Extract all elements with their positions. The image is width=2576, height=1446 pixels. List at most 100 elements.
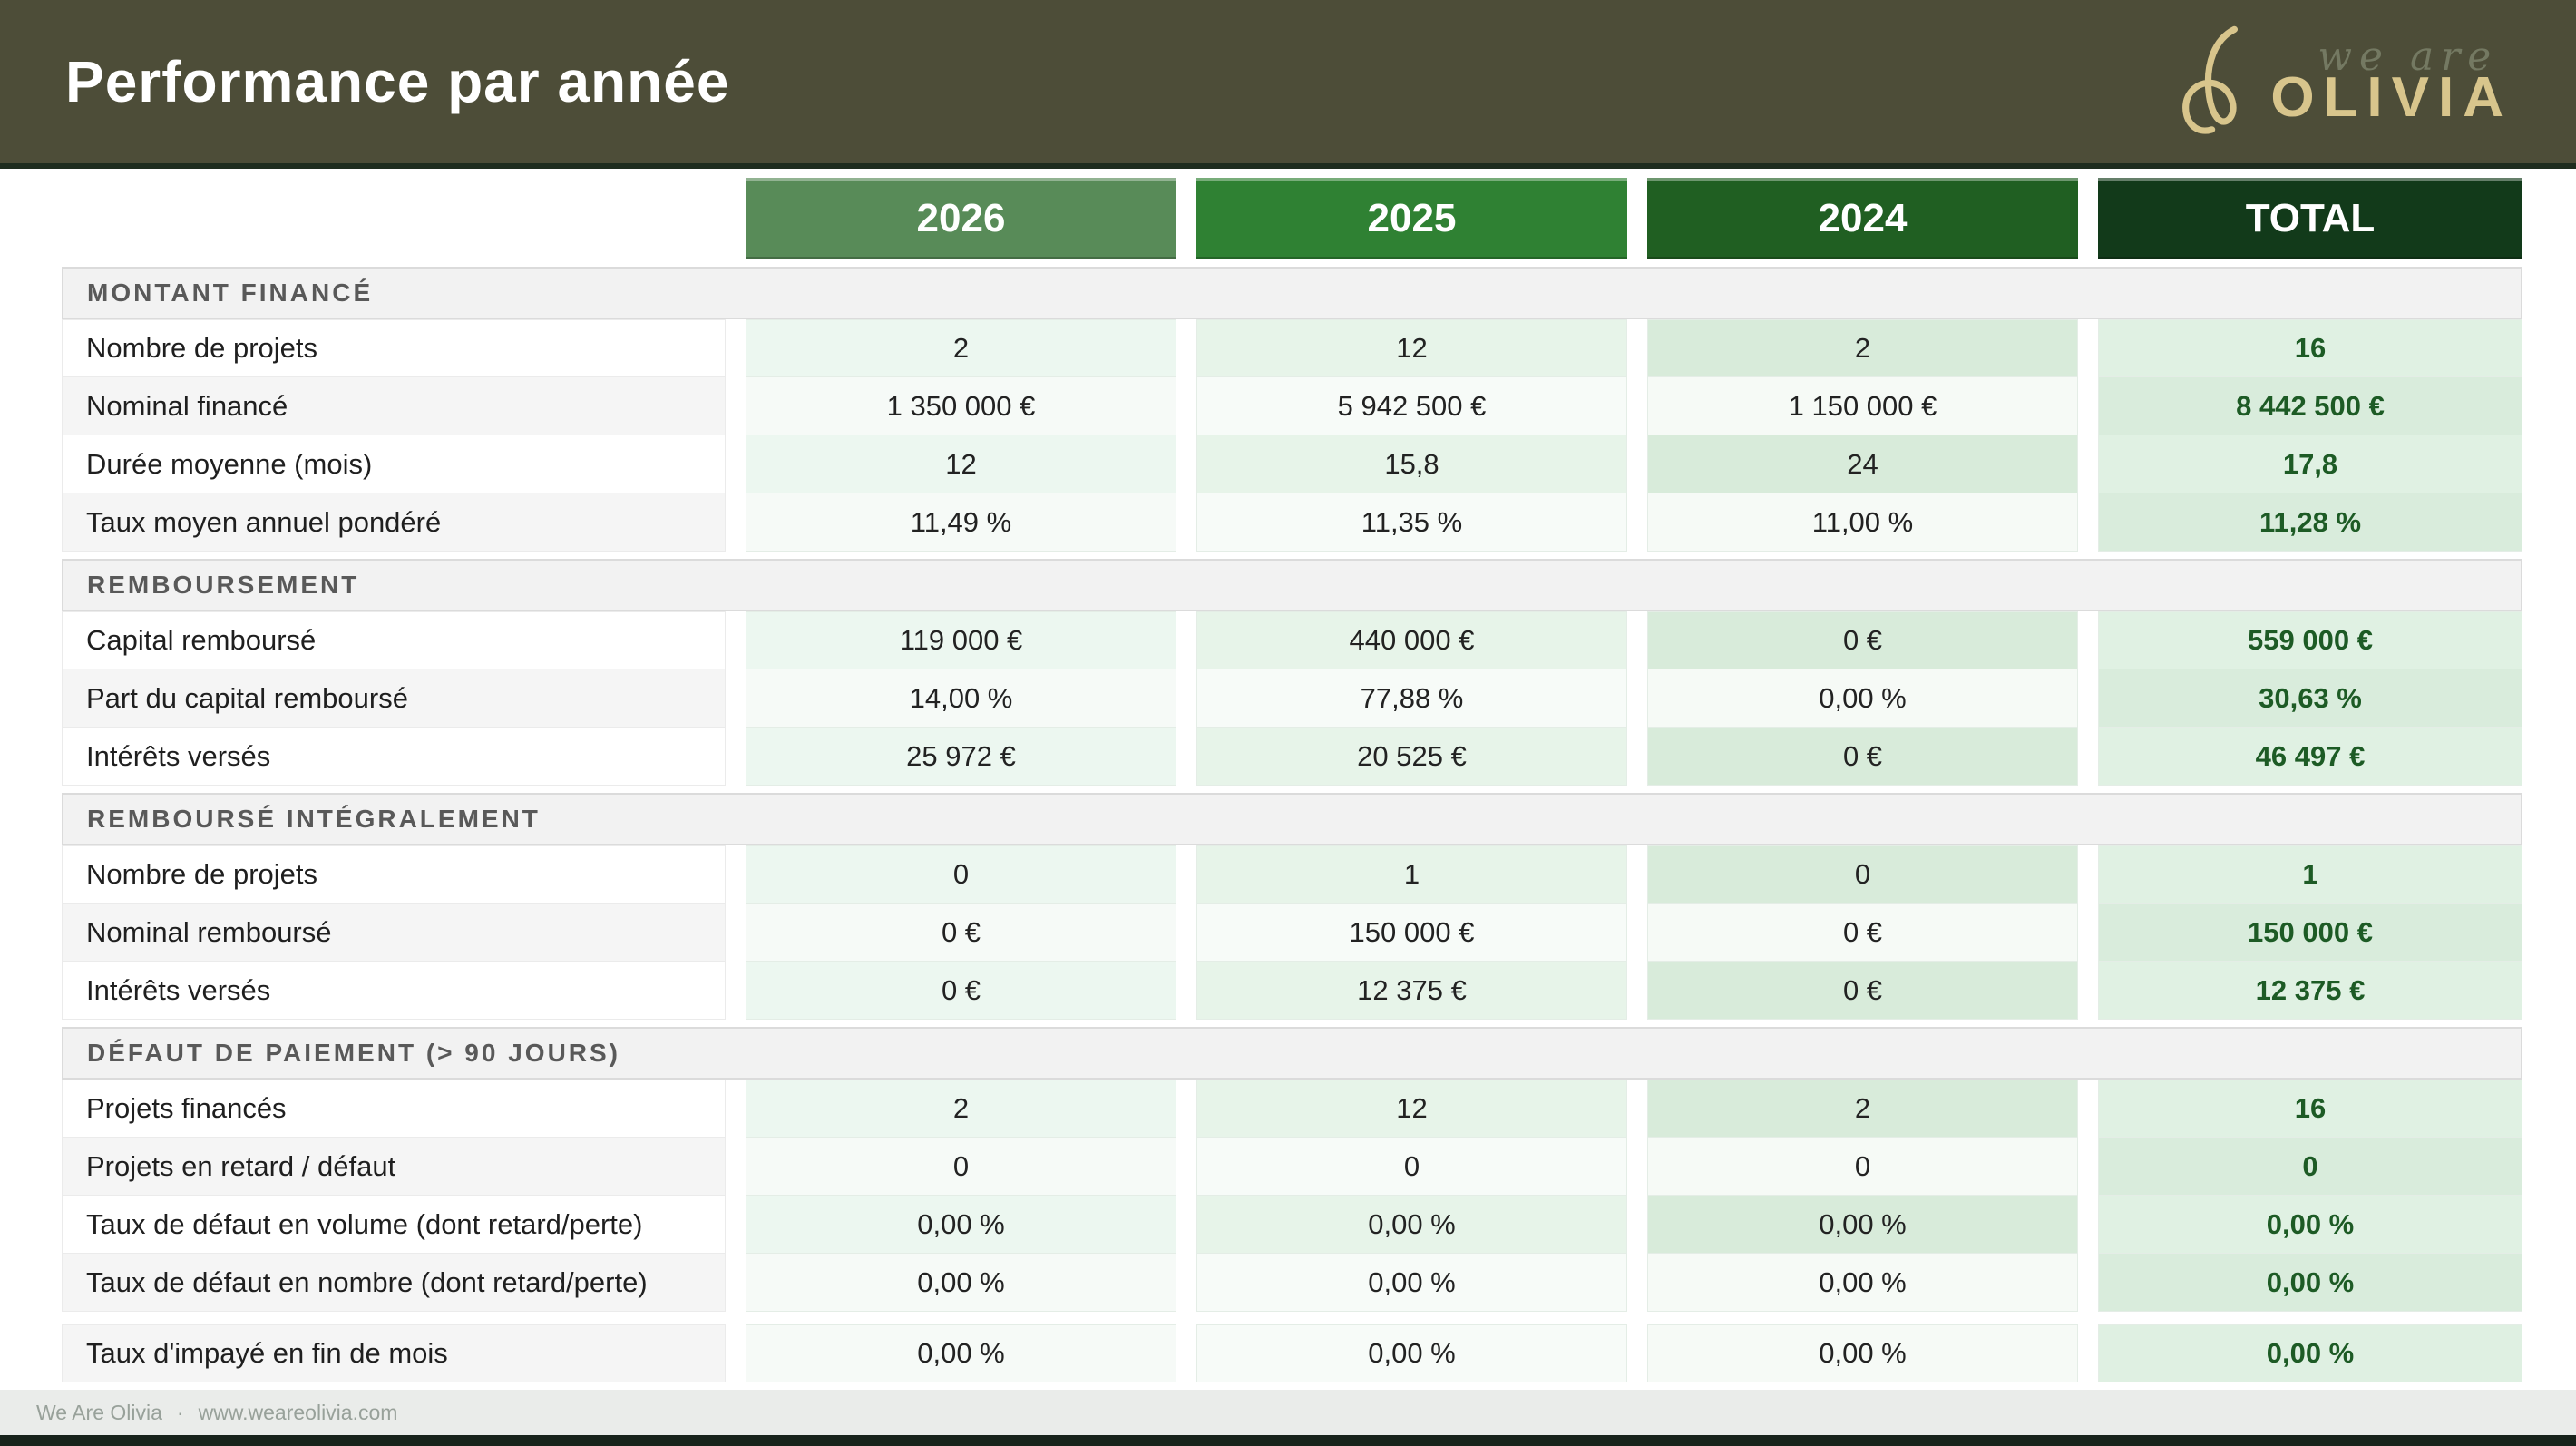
cell-2026: 1 350 000 €	[746, 377, 1176, 435]
table-row: Taux de défaut en nombre (dont retard/pe…	[62, 1254, 2522, 1312]
cell-2025: 5 942 500 €	[1196, 377, 1627, 435]
section-header-rembourse-integralement: REMBOURSÉ INTÉGRALEMENT	[62, 793, 2522, 845]
cell-2025: 150 000 €	[1196, 904, 1627, 962]
footer-separator: ·	[176, 1400, 184, 1424]
table-row: Nominal financé 1 350 000 € 5 942 500 € …	[62, 377, 2522, 435]
cell-2024: 24	[1647, 435, 2078, 493]
brand-logo: we are OLIVIA	[2171, 14, 2513, 150]
banner-divider	[0, 163, 2576, 169]
footer: We Are Olivia · www.weareolivia.com	[0, 1390, 2576, 1435]
table-row: Intérêts versés 25 972 € 20 525 € 0 € 46…	[62, 728, 2522, 786]
row-label: Part du capital remboursé	[62, 669, 726, 728]
table-row: Taux de défaut en volume (dont retard/pe…	[62, 1196, 2522, 1254]
row-label: Durée moyenne (mois)	[62, 435, 726, 493]
cell-total: 0,00 %	[2098, 1196, 2522, 1254]
cell-total: 12 375 €	[2098, 962, 2522, 1020]
footer-brand: We Are Olivia	[36, 1400, 162, 1424]
cell-2026: 0,00 %	[746, 1196, 1176, 1254]
table-row: Projets financés 2 12 2 16	[62, 1080, 2522, 1138]
cell-total: 8 442 500 €	[2098, 377, 2522, 435]
page-title: Performance par année	[65, 49, 730, 114]
cell-2025: 0,00 %	[1196, 1254, 1627, 1312]
cell-2024: 2	[1647, 1080, 2078, 1138]
cell-2026: 0	[746, 845, 1176, 904]
table-row: Projets en retard / défaut 0 0 0 0	[62, 1138, 2522, 1196]
cell-2026: 0 €	[746, 962, 1176, 1020]
column-header-2025: 2025	[1196, 178, 1627, 259]
section-header-defaut-paiement: DÉFAUT DE PAIEMENT (> 90 JOURS)	[62, 1027, 2522, 1080]
row-label: Nombre de projets	[62, 319, 726, 377]
cell-2024: 0	[1647, 1138, 2078, 1196]
cell-2024: 11,00 %	[1647, 493, 2078, 552]
cell-2025: 440 000 €	[1196, 611, 1627, 669]
app-header: Performance par année we are OLIVIA	[0, 0, 2576, 163]
report-table: 2026 2025 2024 TOTAL MONTANT FINANCÉ Nom…	[62, 178, 2522, 1382]
row-label: Intérêts versés	[62, 728, 726, 786]
cell-2024: 1 150 000 €	[1647, 377, 2078, 435]
cell-2025: 0	[1196, 1138, 1627, 1196]
cell-total: 11,28 %	[2098, 493, 2522, 552]
cell-2026: 0 €	[746, 904, 1176, 962]
cell-2024: 0	[1647, 845, 2078, 904]
section-header-montant-finance: MONTANT FINANCÉ	[62, 267, 2522, 319]
table-row: Durée moyenne (mois) 12 15,8 24 17,8	[62, 435, 2522, 493]
cell-2024: 0 €	[1647, 904, 2078, 962]
cell-2025: 12	[1196, 319, 1627, 377]
cell-total: 17,8	[2098, 435, 2522, 493]
column-header-total: TOTAL	[2098, 178, 2522, 259]
footer-url: www.weareolivia.com	[198, 1400, 398, 1424]
cell-total: 1	[2098, 845, 2522, 904]
cell-total: 16	[2098, 319, 2522, 377]
row-label: Nominal remboursé	[62, 904, 726, 962]
cell-2024: 0 €	[1647, 962, 2078, 1020]
table-row: Taux moyen annuel pondéré 11,49 % 11,35 …	[62, 493, 2522, 552]
cell-2026: 2	[746, 319, 1176, 377]
row-label: Taux moyen annuel pondéré	[62, 493, 726, 552]
row-label: Projets financés	[62, 1080, 726, 1138]
cell-2026: 25 972 €	[746, 728, 1176, 786]
cell-total: 46 497 €	[2098, 728, 2522, 786]
cell-2026: 11,49 %	[746, 493, 1176, 552]
table-row-taux-impaye: Taux d'impayé en fin de mois 0,00 % 0,00…	[62, 1324, 2522, 1382]
cell-2024: 0,00 %	[1647, 669, 2078, 728]
olivia-swirl-icon	[2182, 25, 2239, 134]
table-row: Nombre de projets 2 12 2 16	[62, 319, 2522, 377]
table-row: Part du capital remboursé 14,00 % 77,88 …	[62, 669, 2522, 728]
row-label: Projets en retard / défaut	[62, 1138, 726, 1196]
cell-2024: 0,00 %	[1647, 1324, 2078, 1382]
cell-2024: 0 €	[1647, 728, 2078, 786]
cell-2026: 0,00 %	[746, 1254, 1176, 1312]
cell-2025: 12	[1196, 1080, 1627, 1138]
cell-total: 16	[2098, 1080, 2522, 1138]
cell-2024: 0,00 %	[1647, 1254, 2078, 1312]
cell-total: 0	[2098, 1138, 2522, 1196]
row-label: Nombre de projets	[62, 845, 726, 904]
cell-2025: 11,35 %	[1196, 493, 1627, 552]
cell-2025: 0,00 %	[1196, 1324, 1627, 1382]
cell-2025: 77,88 %	[1196, 669, 1627, 728]
table-row: Intérêts versés 0 € 12 375 € 0 € 12 375 …	[62, 962, 2522, 1020]
cell-2026: 119 000 €	[746, 611, 1176, 669]
cell-2025: 15,8	[1196, 435, 1627, 493]
row-label: Taux d'impayé en fin de mois	[62, 1324, 726, 1382]
cell-total: 0,00 %	[2098, 1324, 2522, 1382]
column-header-row: 2026 2025 2024 TOTAL	[62, 178, 2522, 259]
table-row: Capital remboursé 119 000 € 440 000 € 0 …	[62, 611, 2522, 669]
olivia-wordmark: OLIVIA	[2270, 66, 2513, 129]
cell-total: 30,63 %	[2098, 669, 2522, 728]
cell-2026: 2	[746, 1080, 1176, 1138]
cell-total: 559 000 €	[2098, 611, 2522, 669]
row-label: Taux de défaut en nombre (dont retard/pe…	[62, 1254, 726, 1312]
table-row: Nominal remboursé 0 € 150 000 € 0 € 150 …	[62, 904, 2522, 962]
table-row: Nombre de projets 0 1 0 1	[62, 845, 2522, 904]
row-label: Capital remboursé	[62, 611, 726, 669]
cell-2024: 2	[1647, 319, 2078, 377]
cell-2025: 0,00 %	[1196, 1196, 1627, 1254]
we-are-script: we are	[2317, 34, 2499, 80]
cell-2025: 20 525 €	[1196, 728, 1627, 786]
column-header-2024: 2024	[1647, 178, 2078, 259]
row-label: Intérêts versés	[62, 962, 726, 1020]
section-header-remboursement: REMBOURSEMENT	[62, 559, 2522, 611]
cell-2026: 0,00 %	[746, 1324, 1176, 1382]
column-header-2026: 2026	[746, 178, 1176, 259]
